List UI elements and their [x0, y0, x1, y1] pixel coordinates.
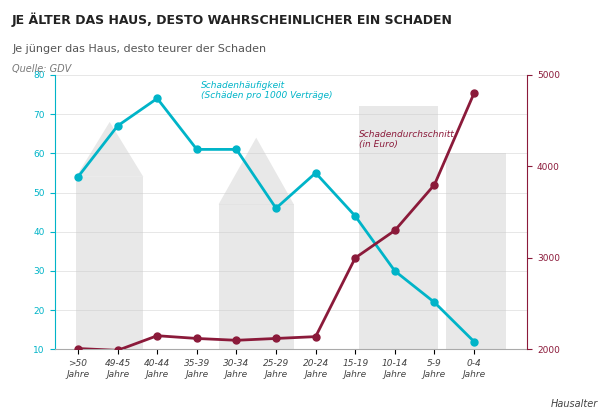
Text: JE ÄLTER DAS HAUS, DESTO WAHRSCHEINLICHER EIN SCHADEN: JE ÄLTER DAS HAUS, DESTO WAHRSCHEINLICHE… — [12, 12, 453, 27]
FancyBboxPatch shape — [359, 106, 438, 349]
Polygon shape — [76, 122, 144, 177]
Text: Schadendurchschnitt
(in Euro): Schadendurchschnitt (in Euro) — [359, 130, 455, 149]
Text: Je jünger das Haus, desto teurer der Schaden: Je jünger das Haus, desto teurer der Sch… — [12, 44, 266, 54]
Text: Hausalter: Hausalter — [551, 399, 598, 409]
Text: Quelle: GDV: Quelle: GDV — [12, 64, 72, 74]
Polygon shape — [219, 138, 294, 204]
FancyBboxPatch shape — [447, 154, 506, 349]
Text: Schadenhäufigkeit
(Schäden pro 1000 Verträge): Schadenhäufigkeit (Schäden pro 1000 Vert… — [201, 81, 332, 100]
FancyBboxPatch shape — [76, 177, 144, 349]
FancyBboxPatch shape — [219, 204, 294, 349]
